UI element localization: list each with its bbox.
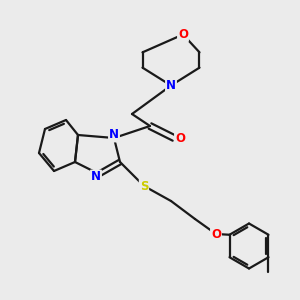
Text: O: O [175,131,185,145]
Text: N: N [109,128,119,142]
Text: S: S [140,179,148,193]
Text: N: N [91,170,101,184]
Text: O: O [178,28,188,41]
Text: N: N [166,79,176,92]
Text: O: O [211,227,221,241]
